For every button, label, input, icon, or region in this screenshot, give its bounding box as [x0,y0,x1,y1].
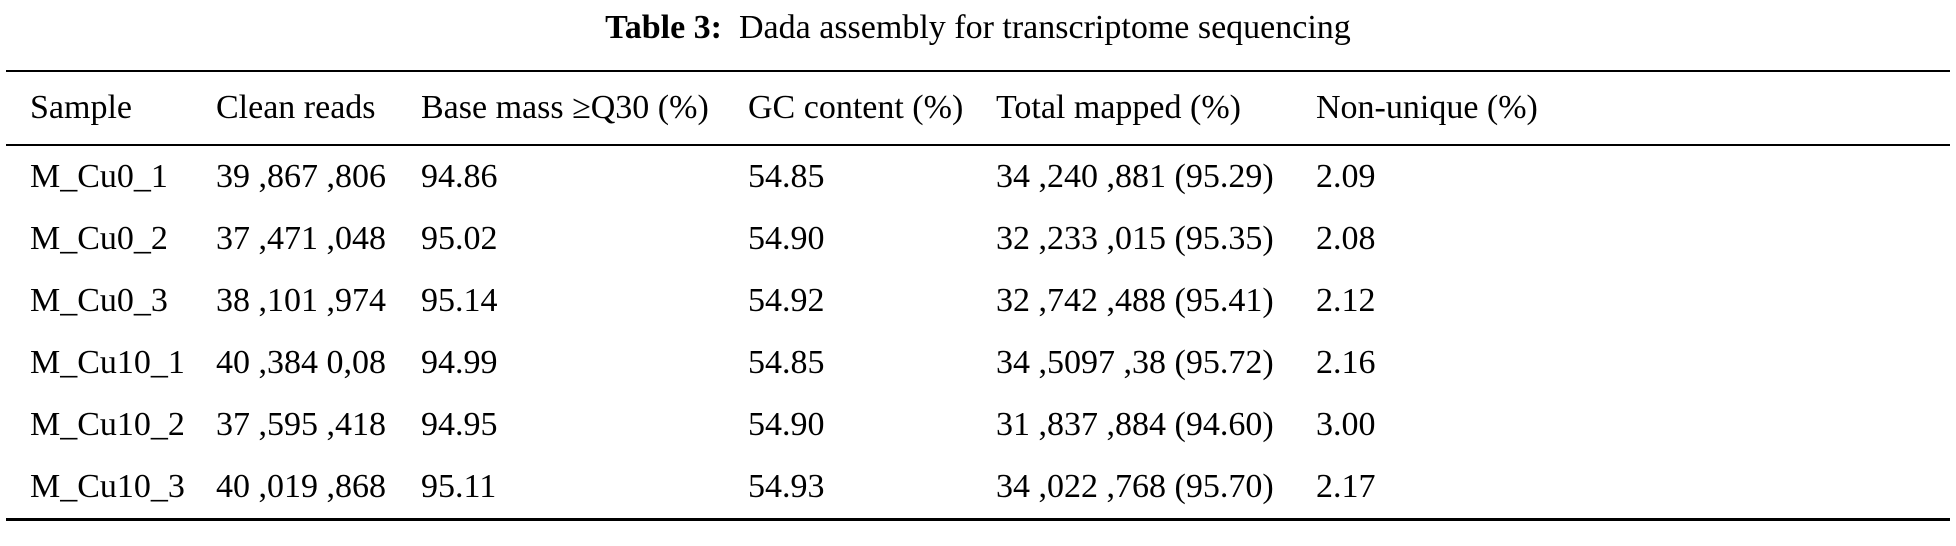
header-sample: Sample [6,71,192,146]
table-caption: Table 3: Dada assembly for transcriptome… [0,8,1956,48]
cell-clean-reads: 40 ,384 0,08 [216,344,386,381]
header-non-unique: Non-unique (%) [1292,71,1950,146]
table-row: M_Cu10_3 40 ,019 ,868 95.11 54.93 34 ,022 ,7… [6,456,1950,520]
cell-base-mass: 95.11 [421,468,497,505]
cell-non-unique: 3.00 [1316,406,1376,443]
cell-non-unique: 2.16 [1316,344,1376,381]
cell-clean-reads: 37 ,595 ,418 [216,406,386,443]
cell-base-mass: 95.14 [421,282,498,319]
table-row: M_Cu0_1 39 ,867 ,806 94.86 54.85 34 ,240 ,88… [6,145,1950,208]
cell-sample: M_Cu10_2 [30,406,185,443]
table-row: M_Cu10_1 40 ,384 0,08 94.99 54.85 34 ,5097 ,… [6,332,1950,394]
cell-total-mapped: 32 ,742 ,488 (95.41) [996,282,1274,319]
cell-clean-reads: 38 ,101 ,974 [216,282,386,319]
cell-sample: M_Cu0_1 [30,158,168,195]
cell-base-mass: 94.95 [421,406,498,443]
cell-sample: M_Cu0_3 [30,282,168,319]
cell-gc-content: 54.92 [748,282,825,319]
cell-gc-content: 54.90 [748,220,825,257]
cell-gc-content: 54.93 [748,468,825,505]
cell-clean-reads: 39 ,867 ,806 [216,158,386,195]
header-clean-reads: Clean reads [192,71,397,146]
cell-base-mass: 95.02 [421,220,498,257]
cell-clean-reads: 40 ,019 ,868 [216,468,386,505]
cell-total-mapped: 34 ,240 ,881 (95.29) [996,158,1274,195]
cell-sample: M_Cu10_1 [30,344,185,381]
cell-non-unique: 2.09 [1316,158,1376,195]
cell-total-mapped: 31 ,837 ,884 (94.60) [996,406,1274,443]
table-row: M_Cu0_2 37 ,471 ,048 95.02 54.90 32 ,233 ,01… [6,208,1950,270]
table-row: M_Cu10_2 37 ,595 ,418 94.95 54.90 31 ,837 ,8… [6,394,1950,456]
cell-gc-content: 54.90 [748,406,825,443]
cell-sample: M_Cu10_3 [30,468,185,505]
cell-base-mass: 94.86 [421,158,498,195]
cell-gc-content: 54.85 [748,344,825,381]
caption-label: Table 3: [605,9,722,46]
cell-gc-content: 54.85 [748,158,825,195]
cell-base-mass: 94.99 [421,344,498,381]
cell-total-mapped: 34 ,022 ,768 (95.70) [996,468,1274,505]
cell-sample: M_Cu0_2 [30,220,168,257]
header-gc-content: GC content (%) [724,71,972,146]
cell-total-mapped: 32 ,233 ,015 (95.35) [996,220,1274,257]
table-row: M_Cu0_3 38 ,101 ,974 95.14 54.92 32 ,742 ,48… [6,270,1950,332]
header-row: Sample Clean reads Base mass ≥Q30 (%) GC… [6,71,1950,146]
cell-total-mapped: 34 ,5097 ,38 (95.72) [996,344,1274,381]
cell-non-unique: 2.17 [1316,468,1376,505]
header-total-mapped: Total mapped (%) [972,71,1292,146]
header-base-mass: Base mass ≥Q30 (%) [397,71,724,146]
caption-text: Dada assembly for transcriptome sequenci… [739,9,1351,46]
data-table: Sample Clean reads Base mass ≥Q30 (%) GC… [6,70,1950,521]
cell-non-unique: 2.12 [1316,282,1376,319]
cell-clean-reads: 37 ,471 ,048 [216,220,386,257]
cell-non-unique: 2.08 [1316,220,1376,257]
